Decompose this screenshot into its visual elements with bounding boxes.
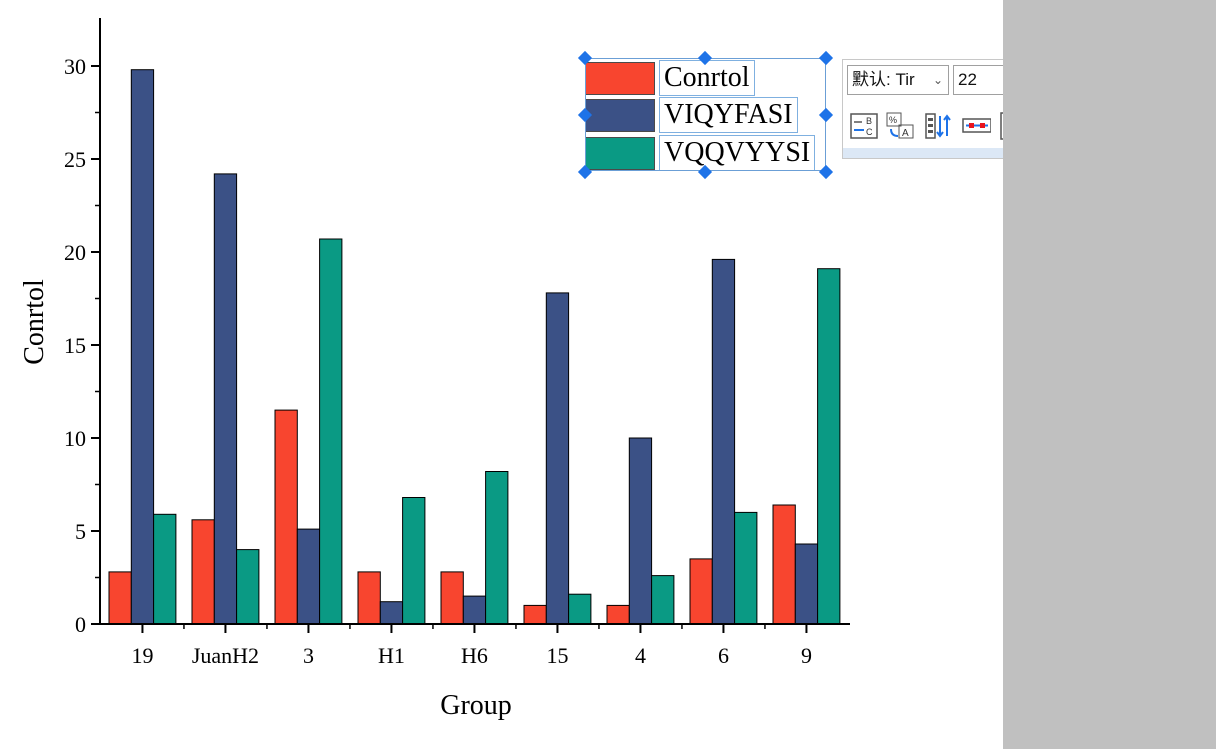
- bar[interactable]: [485, 471, 509, 625]
- bar[interactable]: [319, 238, 343, 625]
- bar-chart[interactable]: 0 5 10 15 20 25 30 19 JuanH2 3 H1 H6 15 4 6 9 Group Conrt…: [0, 0, 1003, 749]
- bar[interactable]: [568, 593, 592, 625]
- workspace-background: [1003, 0, 1216, 749]
- bar[interactable]: [153, 513, 177, 625]
- svg-text:%: %: [889, 115, 897, 125]
- legend-swatch-vqqvyysi: [585, 137, 655, 170]
- bar[interactable]: [817, 268, 841, 625]
- chart-legend[interactable]: Conrtol VIQYFASI VQQVYYSI: [577, 50, 834, 180]
- svg-text:A: A: [902, 128, 909, 139]
- legend-item[interactable]: VQQVYYSI: [585, 135, 827, 171]
- svg-text:B: B: [866, 116, 872, 126]
- y-tick-label: 20: [64, 240, 86, 265]
- bar[interactable]: [213, 173, 238, 625]
- x-tick-label: 15: [546, 643, 568, 668]
- x-tick-label: 19: [131, 643, 153, 668]
- bar[interactable]: [606, 604, 630, 625]
- bar[interactable]: [523, 604, 547, 625]
- legend-swatch-conrtol: [585, 62, 655, 95]
- bar[interactable]: [296, 528, 321, 625]
- legend-box-button[interactable]: [961, 111, 991, 141]
- subscript-icon: B C: [850, 113, 878, 139]
- y-tick-label: 15: [64, 333, 86, 358]
- legend-label[interactable]: VQQVYYSI: [659, 135, 816, 171]
- legend-item[interactable]: Conrtol: [585, 60, 827, 96]
- bar[interactable]: [130, 69, 155, 625]
- bar[interactable]: [274, 409, 298, 625]
- bar[interactable]: [545, 292, 570, 625]
- y-tick-label: 25: [64, 147, 86, 172]
- y-tick-label: 0: [75, 612, 86, 637]
- bar[interactable]: [379, 601, 404, 625]
- legend-box-icon: [962, 118, 991, 133]
- x-tick-label: 6: [718, 643, 729, 668]
- reverse-order-icon: [925, 113, 951, 139]
- font-size-value: 22: [958, 70, 977, 89]
- svg-text:C: C: [866, 127, 873, 137]
- legend-item[interactable]: VIQYFASI: [585, 97, 827, 133]
- bar[interactable]: [462, 595, 487, 625]
- bar[interactable]: [772, 504, 796, 625]
- x-tick-label: 4: [635, 643, 646, 668]
- bar[interactable]: [236, 549, 260, 625]
- subscript-button[interactable]: B C: [849, 111, 879, 141]
- y-tick-label: 5: [75, 519, 86, 544]
- x-tick-label: 3: [303, 643, 314, 668]
- x-tick-label: H1: [378, 643, 405, 668]
- legend-swatch-viqyfasi: [585, 99, 655, 132]
- percent-format-button[interactable]: % A: [885, 111, 915, 141]
- bar[interactable]: [191, 519, 215, 625]
- bar[interactable]: [628, 437, 653, 625]
- reverse-order-button[interactable]: [923, 111, 953, 141]
- font-name-select[interactable]: 默认: Tir ⌄: [847, 65, 949, 95]
- bar[interactable]: [402, 497, 426, 625]
- y-tick-label: 10: [64, 426, 86, 451]
- bar[interactable]: [440, 571, 464, 625]
- x-axis-title[interactable]: Group: [440, 690, 512, 721]
- y-axis-title[interactable]: Conrtol: [19, 279, 50, 365]
- bar[interactable]: [357, 571, 381, 625]
- chevron-down-icon: ⌄: [932, 73, 943, 87]
- bar[interactable]: [108, 571, 132, 625]
- bar[interactable]: [794, 543, 819, 625]
- percent-format-icon: % A: [886, 112, 914, 139]
- legend-label[interactable]: Conrtol: [659, 60, 755, 96]
- bar[interactable]: [689, 558, 713, 625]
- x-tick-label: JuanH2: [192, 643, 259, 668]
- font-name-value: 默认: Tir: [852, 70, 915, 89]
- bar[interactable]: [651, 575, 675, 625]
- legend-label[interactable]: VIQYFASI: [659, 97, 798, 133]
- bar[interactable]: [711, 258, 736, 625]
- y-tick-label: 30: [64, 54, 86, 79]
- bar[interactable]: [734, 511, 758, 625]
- x-tick-label: 9: [801, 643, 812, 668]
- x-tick-label: H6: [461, 643, 488, 668]
